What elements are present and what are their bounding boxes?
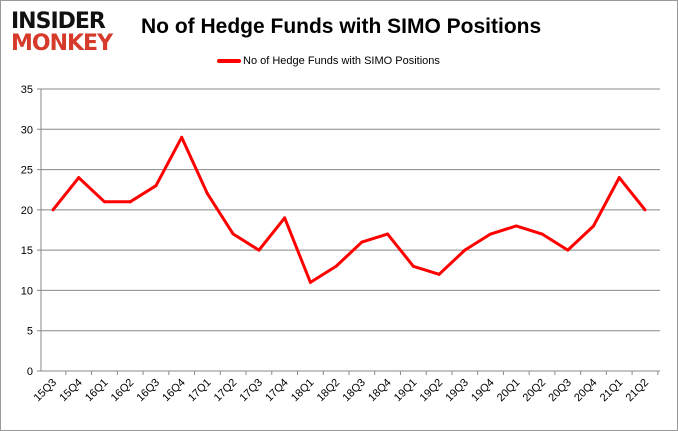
insider-monkey-logo: INSIDER MONKEY — [11, 9, 113, 56]
data-point — [51, 208, 55, 212]
x-tick-label: 21Q1 — [598, 377, 626, 405]
x-tick-label: 15Q4 — [57, 377, 85, 405]
x-tick-label: 18Q3 — [340, 377, 368, 405]
data-point — [360, 240, 364, 244]
data-point — [463, 248, 467, 252]
legend: No of Hedge Funds with SIMO Positions — [217, 55, 440, 67]
logo-line1: INSIDER — [11, 9, 106, 34]
y-tick-label: 25 — [21, 165, 33, 177]
data-point — [205, 192, 209, 196]
x-tick-label: 17Q1 — [186, 377, 214, 405]
data-point — [334, 264, 338, 268]
x-tick-label: 18Q1 — [289, 377, 317, 405]
logo-line2: MONKEY — [11, 31, 113, 56]
data-point — [540, 232, 544, 236]
y-tick-label: 5 — [27, 326, 33, 338]
y-tick-label: 35 — [21, 84, 33, 96]
x-tick-label: 19Q4 — [469, 377, 497, 405]
data-point — [566, 248, 570, 252]
x-tick-label: 18Q2 — [315, 377, 343, 405]
data-point — [617, 176, 621, 180]
data-point — [308, 280, 312, 284]
x-tick-label: 21Q2 — [624, 377, 652, 405]
x-tick-label: 19Q1 — [392, 377, 420, 405]
x-tick-label: 16Q3 — [135, 377, 163, 405]
data-point — [77, 176, 81, 180]
data-point — [411, 264, 415, 268]
legend-label: No of Hedge Funds with SIMO Positions — [243, 55, 440, 67]
chart-title: No of Hedge Funds with SIMO Positions — [141, 15, 542, 38]
data-point — [231, 232, 235, 236]
data-point — [102, 200, 106, 204]
y-tick-label: 30 — [21, 124, 33, 136]
x-tick-label: 16Q2 — [109, 377, 137, 405]
y-tick-label: 15 — [21, 245, 33, 257]
x-tick-label: 16Q1 — [83, 377, 111, 405]
x-tick-label: 20Q1 — [495, 377, 523, 405]
x-tick-label: 15Q3 — [32, 377, 60, 405]
x-tick-label: 17Q3 — [238, 377, 266, 405]
data-point — [180, 135, 184, 139]
x-tick-label: 19Q2 — [418, 377, 446, 405]
data-point — [643, 208, 647, 212]
x-tick-label: 17Q2 — [212, 377, 240, 405]
y-tick-label: 0 — [27, 366, 33, 378]
data-point — [128, 200, 132, 204]
data-point — [437, 272, 441, 276]
x-tick-label: 19Q3 — [443, 377, 471, 405]
y-tick-label: 20 — [21, 205, 33, 217]
y-tick-label: 10 — [21, 285, 33, 297]
data-point — [592, 224, 596, 228]
data-point — [386, 232, 390, 236]
legend-swatch — [217, 59, 241, 63]
data-point — [514, 224, 518, 228]
x-tick-label: 20Q2 — [521, 377, 549, 405]
data-point — [257, 248, 261, 252]
x-tick-label: 17Q4 — [263, 377, 291, 405]
x-tick-label: 18Q4 — [366, 377, 394, 405]
x-tick-label: 16Q4 — [160, 377, 188, 405]
data-point — [154, 184, 158, 188]
x-tick-label: 20Q4 — [572, 377, 600, 405]
x-tick-label: 20Q3 — [546, 377, 574, 405]
data-point — [283, 216, 287, 220]
data-point — [489, 232, 493, 236]
series-line — [51, 135, 647, 284]
